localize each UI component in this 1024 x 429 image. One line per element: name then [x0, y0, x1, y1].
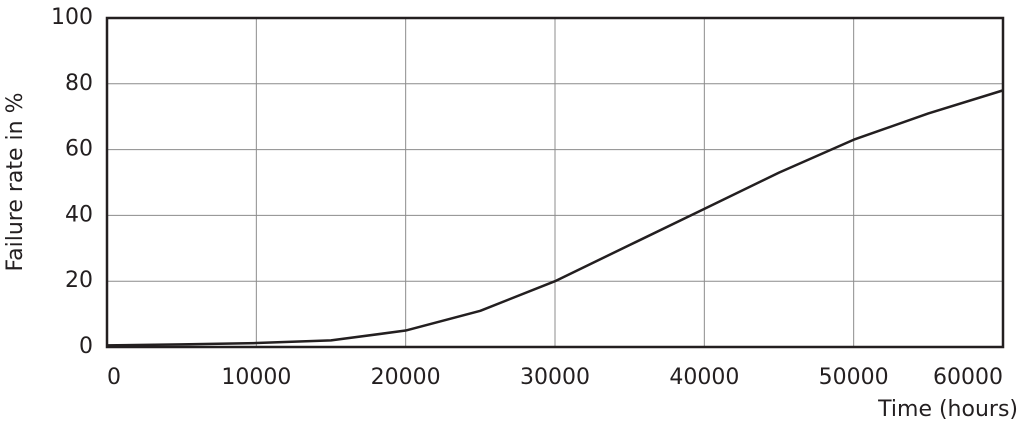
x-tick-label: 40000: [669, 365, 739, 390]
x-tick-label: 20000: [371, 365, 441, 390]
x-tick-label: 10000: [221, 365, 291, 390]
y-tick-label: 0: [79, 334, 93, 359]
x-tick-label: 60000: [933, 365, 1003, 390]
x-tick-label: 30000: [520, 365, 590, 390]
x-axis-label: Time (hours): [877, 397, 1018, 422]
y-tick-label: 80: [65, 71, 93, 96]
y-tick-label: 40: [65, 202, 93, 227]
x-tick-label: 0: [107, 365, 121, 390]
plot-frame: [105, 16, 1005, 349]
data-line: [106, 89, 1004, 347]
x-tick-label: 50000: [819, 365, 889, 390]
y-tick-label: 20: [65, 268, 93, 293]
y-tick-label: 100: [51, 5, 93, 30]
y-axis-label: Failure rate in %: [3, 92, 28, 271]
y-tick-label: 60: [65, 137, 93, 162]
